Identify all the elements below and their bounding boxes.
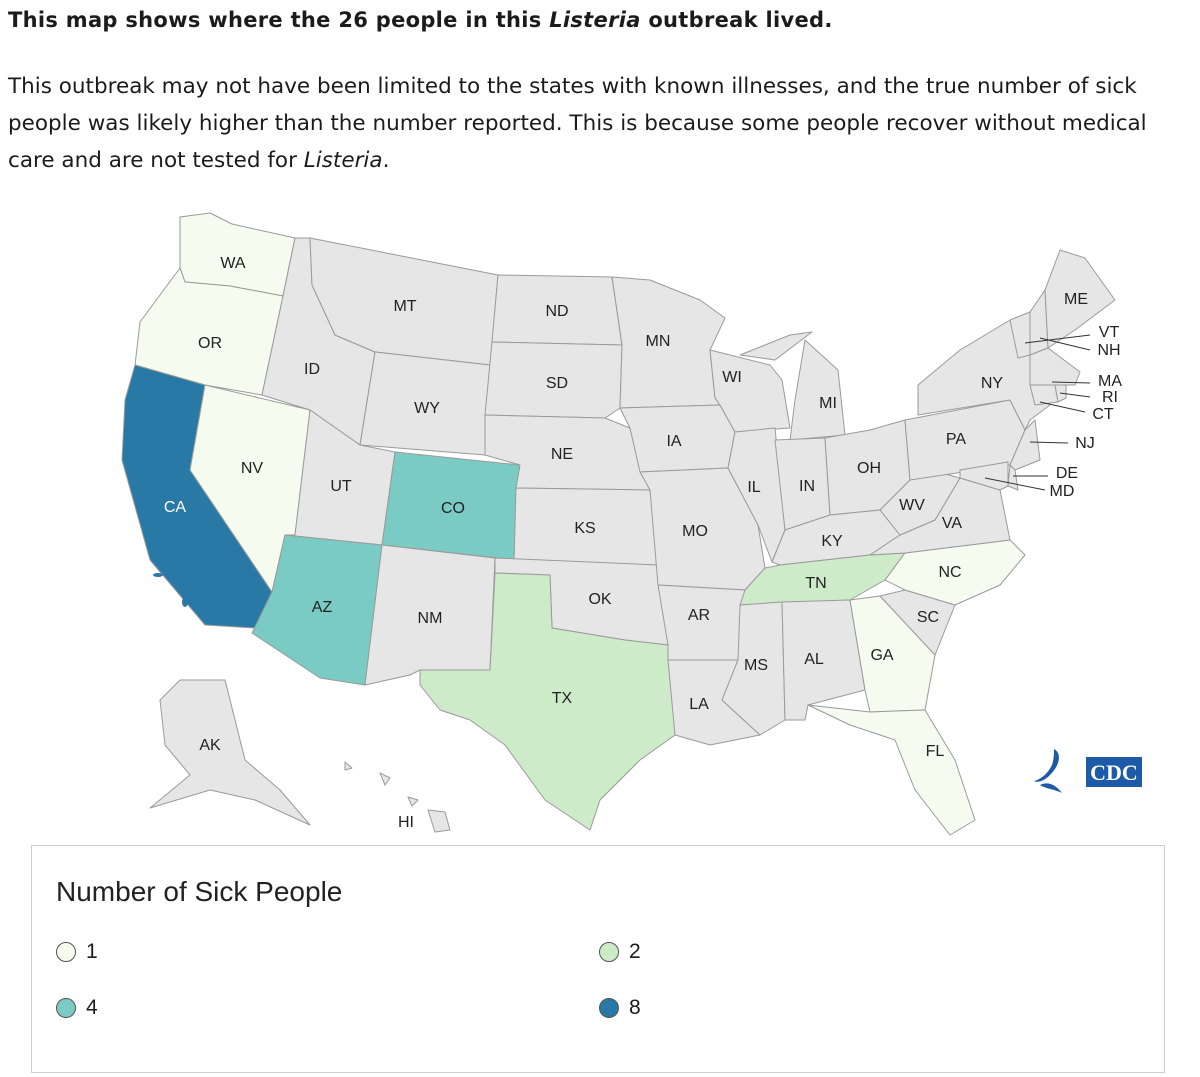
state-label-az: AZ bbox=[312, 599, 333, 616]
state-label-in: IN bbox=[799, 478, 815, 495]
state-tx bbox=[419, 572, 676, 831]
state-nj bbox=[1009, 419, 1041, 471]
state-label-ri: RI bbox=[1102, 389, 1118, 406]
state-label-mn: MN bbox=[646, 333, 671, 350]
state-label-or: OR bbox=[198, 335, 222, 352]
state-label-fl: FL bbox=[926, 743, 945, 760]
state-label-ar: AR bbox=[688, 607, 710, 624]
state-ct bbox=[1029, 384, 1059, 406]
state-label-tx: TX bbox=[552, 690, 573, 707]
state-label-wi: WI bbox=[722, 369, 742, 386]
map-heading: This map shows where the 26 people in th… bbox=[8, 8, 833, 32]
state-label-va: VA bbox=[942, 515, 962, 532]
state-label-de: DE bbox=[1056, 465, 1078, 482]
state-label-hi: HI bbox=[398, 814, 414, 831]
legend-swatch bbox=[56, 998, 76, 1018]
state-label-mi: MI bbox=[819, 395, 837, 412]
state-label-sd: SD bbox=[546, 375, 568, 392]
us-outbreak-map: WA OR CA NV ID MT WY UT AZ CO NM ND SD NE KS OK TX MN IA MO… bbox=[121, 212, 1122, 836]
state-label-ca: CA bbox=[164, 499, 187, 516]
state-ak bbox=[149, 679, 311, 826]
state-label-ma: MA bbox=[1098, 373, 1122, 390]
state-label-ks: KS bbox=[574, 520, 595, 537]
state-mi bbox=[739, 331, 846, 441]
state-label-wv: WV bbox=[899, 497, 925, 514]
state-label-ct: CT bbox=[1092, 406, 1114, 423]
state-label-nj: NJ bbox=[1075, 435, 1095, 452]
state-label-ak: AK bbox=[199, 737, 221, 754]
cdc-logo-text: CDC bbox=[1090, 760, 1138, 785]
state-label-ne: NE bbox=[551, 446, 573, 463]
state-label-la: LA bbox=[689, 696, 709, 713]
state-label-pa: PA bbox=[946, 431, 966, 448]
state-label-il: IL bbox=[747, 479, 760, 496]
state-label-co: CO bbox=[441, 500, 465, 517]
state-sd bbox=[484, 341, 623, 419]
state-label-nm: NM bbox=[418, 610, 443, 627]
state-label-ms: MS bbox=[744, 657, 768, 674]
legend-title: Number of Sick People bbox=[56, 876, 343, 907]
state-label-al: AL bbox=[804, 651, 824, 668]
state-label-ga: GA bbox=[870, 647, 893, 664]
state-label-wy: WY bbox=[414, 400, 440, 417]
ca-islands bbox=[153, 573, 188, 607]
state-label-ia: IA bbox=[666, 433, 681, 450]
state-label-wa: WA bbox=[220, 255, 246, 272]
state-hi bbox=[344, 761, 451, 833]
legend-item: 8 bbox=[599, 996, 641, 1020]
state-label-ky: KY bbox=[821, 533, 843, 550]
state-label-nc: NC bbox=[938, 564, 961, 581]
state-label-me: ME bbox=[1064, 291, 1088, 308]
state-md bbox=[959, 461, 1009, 491]
state-label-id: ID bbox=[304, 361, 320, 378]
state-label-ok: OK bbox=[588, 591, 611, 608]
cdc-logo-icon: CDC bbox=[1034, 749, 1142, 793]
state-label-ny: NY bbox=[981, 375, 1004, 392]
state-label-tn: TN bbox=[805, 575, 826, 592]
state-ma bbox=[1029, 347, 1081, 386]
state-label-nh: NH bbox=[1097, 342, 1120, 359]
legend-item: 2 bbox=[599, 940, 641, 964]
state-label-mt: MT bbox=[393, 298, 416, 315]
state-label-nv: NV bbox=[241, 460, 264, 477]
outbreak-note: This outbreak may not have been limited … bbox=[8, 74, 1147, 173]
state-label-md: MD bbox=[1050, 483, 1075, 500]
state-label-sc: SC bbox=[917, 609, 939, 626]
state-label-mo: MO bbox=[682, 523, 708, 540]
state-label-vt: VT bbox=[1099, 324, 1120, 341]
state-label-ut: UT bbox=[330, 478, 352, 495]
leader-lines bbox=[984, 334, 1091, 491]
legend-swatch bbox=[599, 942, 619, 962]
legend-item: 4 bbox=[56, 996, 98, 1020]
legend-swatch bbox=[599, 998, 619, 1018]
map-legend: Number of Sick People 1 2 4 8 bbox=[31, 845, 1165, 1073]
legend-item: 1 bbox=[56, 940, 98, 964]
state-fl bbox=[807, 704, 976, 836]
state-label-oh: OH bbox=[857, 460, 881, 477]
state-label-nd: ND bbox=[545, 303, 568, 320]
legend-swatch bbox=[56, 942, 76, 962]
